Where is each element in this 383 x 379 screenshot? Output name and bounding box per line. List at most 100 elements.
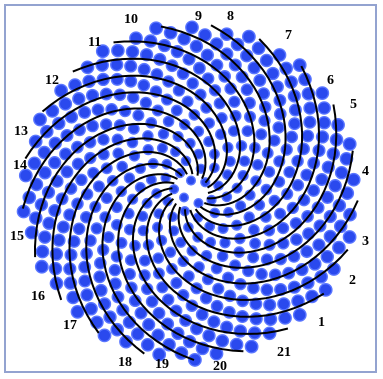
spiral-label-11: 11	[88, 35, 101, 50]
floret-disc	[291, 178, 305, 192]
floret-disc	[215, 334, 230, 348]
spiral-label-20: 20	[213, 359, 227, 374]
floret-disc	[222, 141, 234, 154]
parastichy-spiral-11	[24, 91, 217, 184]
floret-disc	[249, 297, 263, 311]
parastichy-spiral-8	[51, 137, 194, 301]
parastichy-spiral-5	[101, 173, 195, 361]
floret-disc	[97, 133, 110, 146]
floret-disc	[100, 162, 113, 175]
floret-disc	[170, 104, 183, 117]
floret-disc	[207, 315, 221, 329]
floret-disc	[139, 48, 154, 62]
floret-disc	[111, 43, 125, 58]
floret-disc	[210, 299, 224, 313]
floret-disc	[97, 328, 112, 343]
floret-disc	[78, 274, 92, 288]
floret-disc	[60, 165, 74, 179]
floret-disc	[78, 105, 92, 119]
floret-disc	[100, 192, 113, 205]
floret-disc	[281, 187, 294, 200]
spiral-label-17: 17	[63, 318, 77, 333]
parastichy-spiral-4	[117, 181, 244, 353]
floret-disc	[35, 244, 50, 259]
floret-disc	[28, 134, 43, 149]
floret-disc	[320, 249, 335, 264]
floret-disc	[189, 39, 204, 53]
floret-disc	[64, 248, 78, 262]
floret-disc	[72, 92, 86, 106]
floret-disc	[332, 240, 346, 255]
floret-disc	[263, 298, 277, 312]
parastichy-spiral-3	[131, 187, 289, 335]
floret-disc	[38, 230, 52, 244]
spiral-label-7: 7	[285, 28, 292, 43]
floret-disc	[157, 128, 170, 140]
floret-disc	[318, 282, 333, 297]
parastichy-spiral-17	[194, 38, 304, 227]
floret-disc	[277, 222, 290, 235]
floret-disc	[33, 112, 47, 127]
floret-disc	[277, 297, 291, 311]
floret-disc	[241, 125, 254, 138]
floret-disc	[259, 53, 274, 68]
floret-disc	[18, 168, 33, 183]
floret-disc	[272, 121, 285, 134]
floret-disc	[233, 324, 247, 338]
floret-disc	[185, 175, 197, 186]
parastichy-spiral-9	[33, 122, 199, 258]
floret-disc	[119, 334, 133, 349]
floret-disc	[251, 41, 266, 56]
spiral-label-1: 1	[318, 315, 325, 330]
floret-disc	[72, 222, 86, 236]
spiral-label-10: 10	[124, 12, 138, 27]
floret-disc	[229, 259, 242, 272]
floret-disc	[52, 116, 66, 131]
floret-disc	[314, 270, 328, 284]
floret-disc	[248, 224, 260, 236]
floret-disc	[266, 66, 280, 81]
floret-disc	[186, 245, 198, 257]
floret-disc	[249, 237, 262, 250]
floret-disc	[108, 263, 122, 277]
floret-disc	[255, 267, 268, 281]
floret-disc	[178, 192, 189, 203]
spiral-label-19: 19	[155, 357, 169, 372]
floret-disc	[312, 238, 326, 252]
floret-disc	[235, 200, 247, 212]
floret-disc	[263, 166, 276, 178]
floret-disc	[323, 229, 337, 244]
floret-disc	[240, 83, 254, 97]
floret-disc	[42, 216, 56, 230]
floret-disc	[92, 180, 105, 193]
floret-disc	[307, 184, 320, 197]
floret-disc	[228, 95, 241, 108]
floret-disc	[297, 142, 310, 156]
floret-disc	[313, 219, 327, 233]
floret-disc	[125, 45, 140, 59]
floret-disc	[141, 197, 153, 209]
parastichy-spiral-19	[184, 104, 338, 254]
floret-disc	[156, 281, 169, 294]
parastichy-spiral-12	[41, 74, 229, 189]
floret-disc	[229, 337, 244, 352]
floret-disc	[268, 134, 281, 147]
spiral-label-14: 14	[13, 158, 27, 173]
floret-disc	[303, 101, 317, 115]
floret-disc	[235, 140, 248, 152]
floret-disc	[202, 329, 216, 343]
floret-disc	[285, 130, 299, 144]
floret-disc	[187, 352, 202, 367]
floret-disc	[152, 306, 166, 320]
floret-disc	[328, 179, 342, 193]
floret-disc	[130, 327, 145, 341]
spiral-label-3: 3	[362, 234, 369, 249]
floret-disc	[268, 194, 281, 207]
spiral-label-13: 13	[14, 124, 28, 139]
spiral-label-9: 9	[195, 9, 202, 24]
spiral-label-16: 16	[31, 289, 45, 304]
parastichy-spiral-18	[189, 65, 321, 240]
floret-disc	[216, 250, 229, 262]
parastichy-spiral-13	[72, 57, 242, 194]
